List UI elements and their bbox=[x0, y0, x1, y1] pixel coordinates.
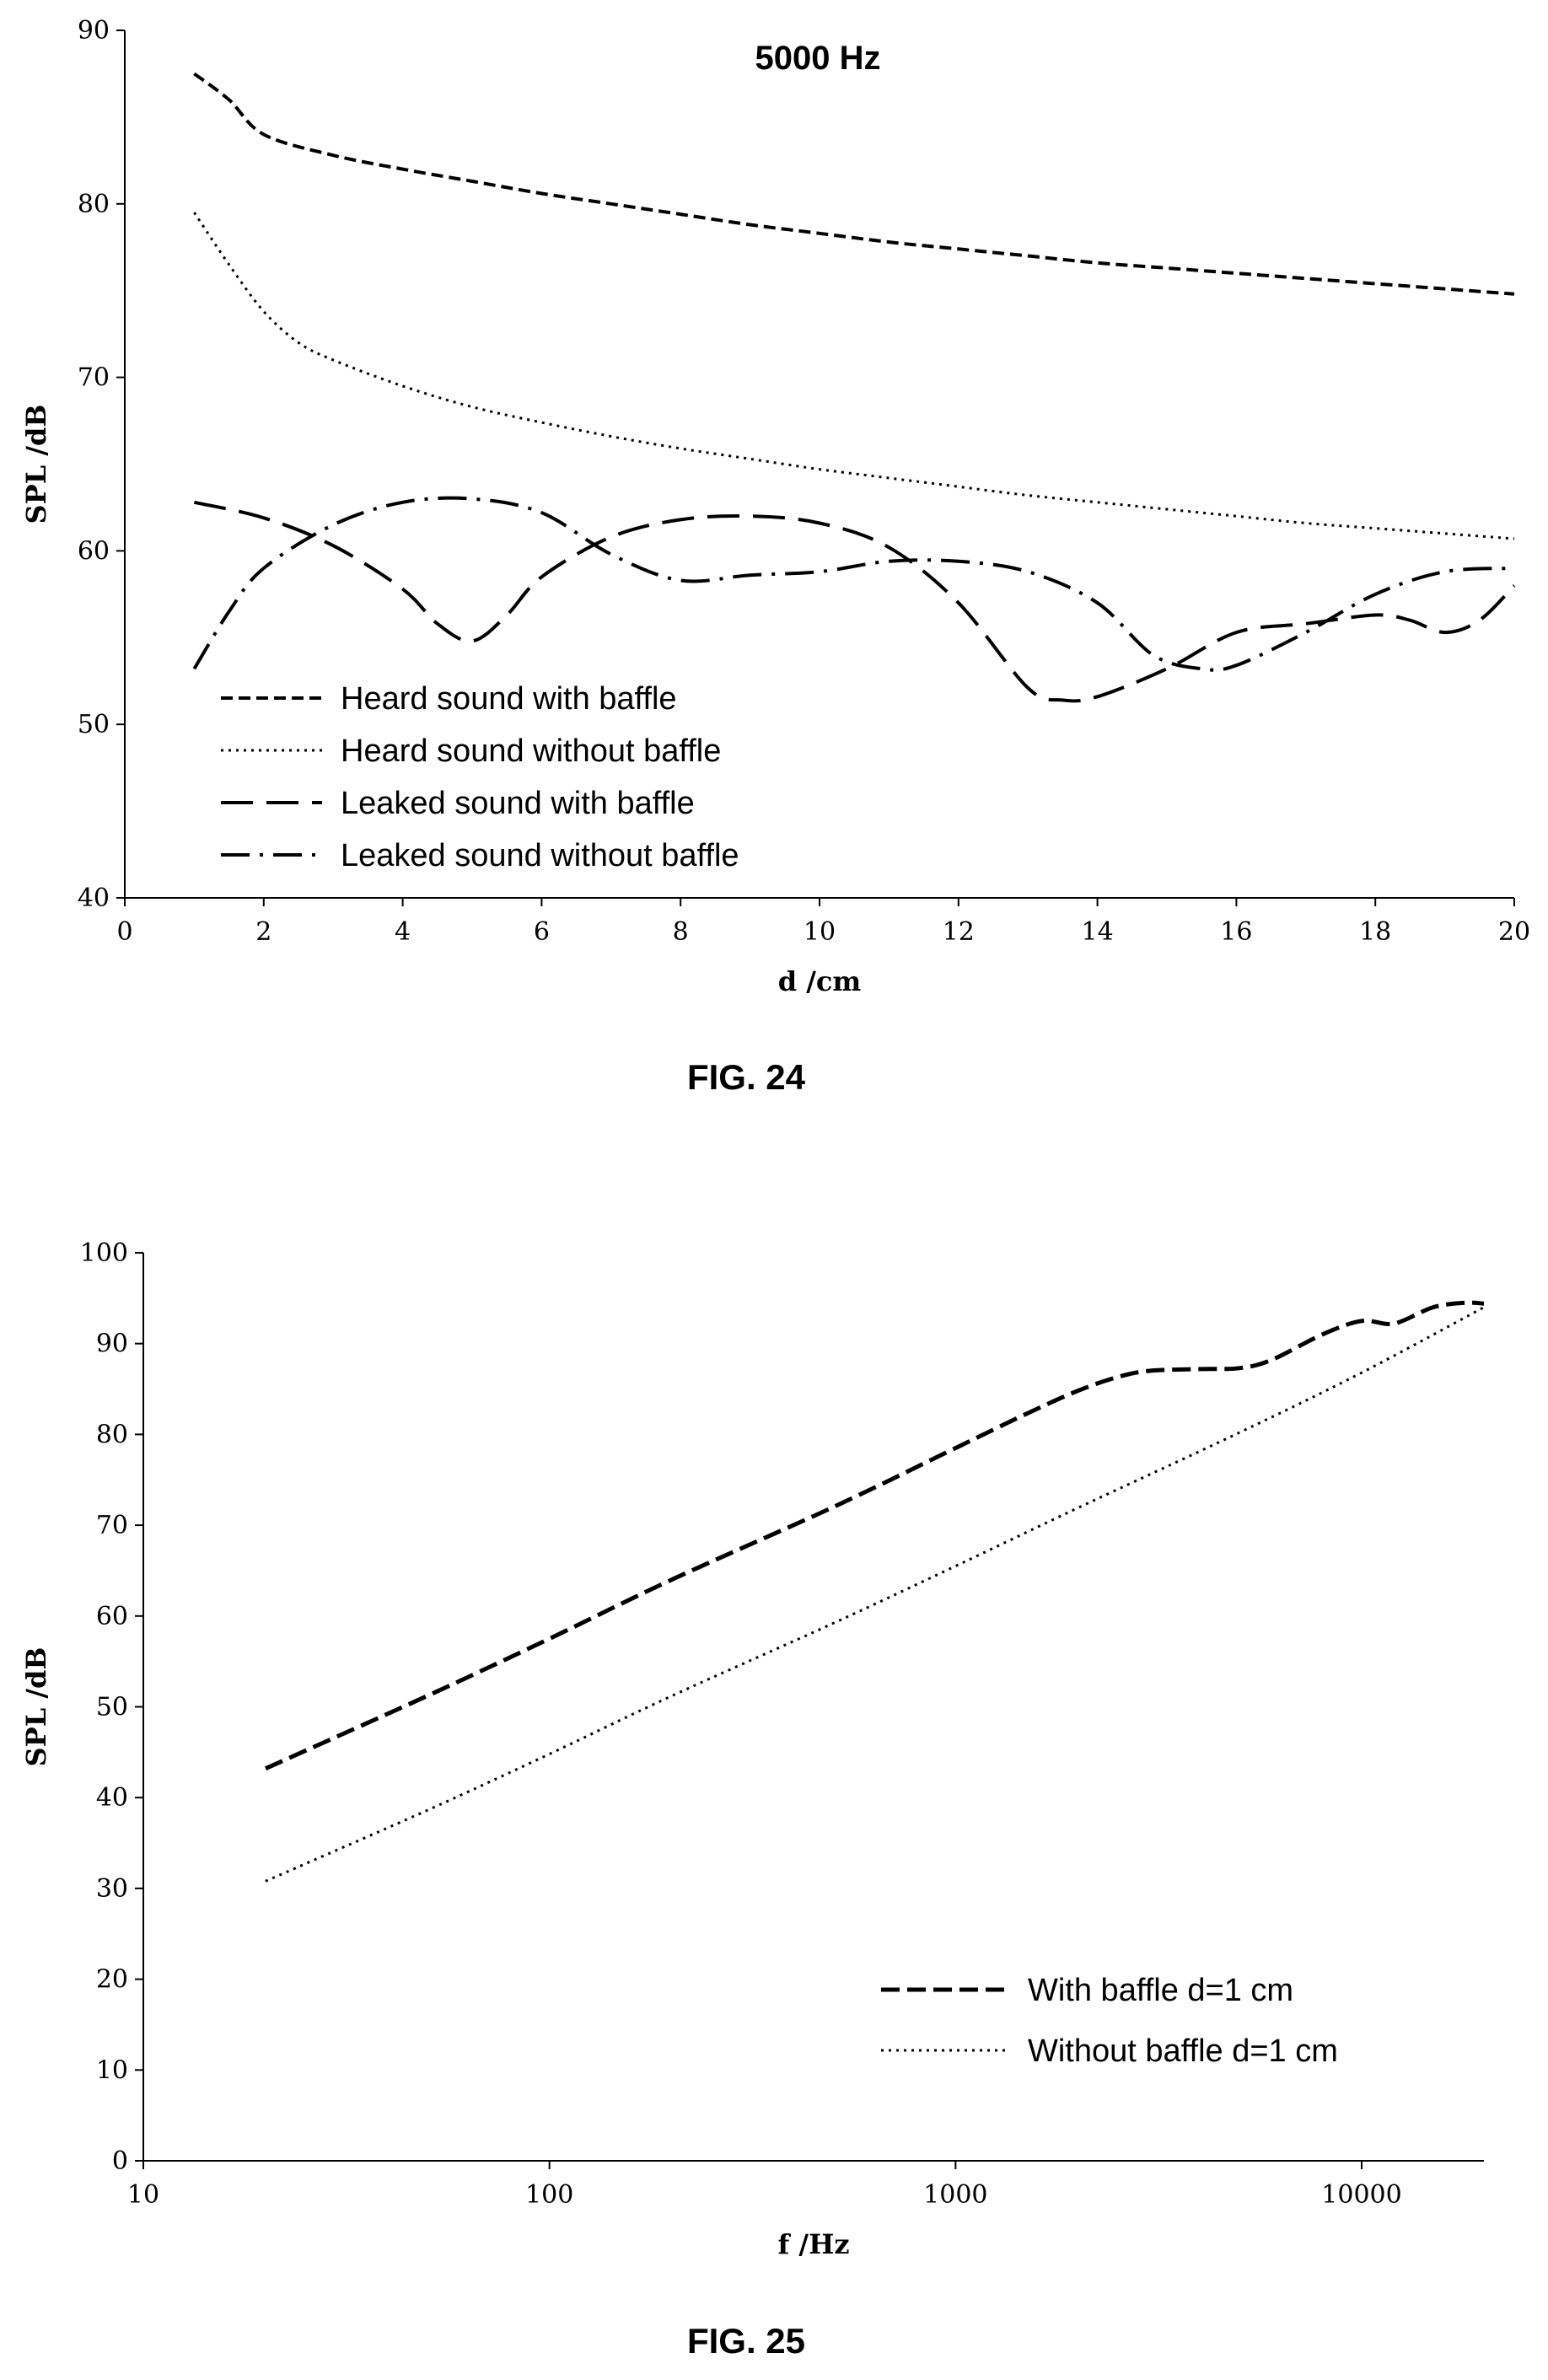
y-tick-label: 50 bbox=[96, 1693, 128, 1722]
chart-fig25: 0 10 20 30 40 50 60 70 80 90 100 10 100 1000 10000 f /H… bbox=[20, 1238, 1485, 2260]
legend-label-2: Without baffle d=1 cm bbox=[1028, 2033, 1338, 2069]
y-tick-label: 20 bbox=[96, 1965, 128, 1995]
x-tick-label: 16 bbox=[1220, 917, 1252, 947]
x-tick-label: 1000 bbox=[923, 2180, 987, 2210]
x-tick-label: 10 bbox=[804, 917, 836, 947]
y-tick-label: 80 bbox=[96, 1420, 128, 1449]
x-tick-label: 6 bbox=[534, 917, 550, 947]
fig25-caption: FIG. 25 bbox=[687, 2321, 805, 2361]
legend-label-4: Leaked sound without baffle bbox=[341, 838, 739, 873]
y-tick-label: 80 bbox=[78, 190, 110, 219]
x-tick-label: 12 bbox=[943, 917, 975, 947]
y-axis-title: SPL /dB bbox=[20, 405, 52, 524]
x-tick-label: 2 bbox=[255, 917, 271, 947]
y-tick-label: 40 bbox=[96, 1783, 128, 1813]
y-tick-label: 70 bbox=[96, 1511, 128, 1540]
legend-label-1: Heard sound with baffle bbox=[341, 681, 677, 717]
y-tick-label: 10 bbox=[96, 2055, 128, 2085]
y-axis-title: SPL /dB bbox=[20, 1647, 52, 1767]
chart-title: 5000 Hz bbox=[755, 40, 881, 77]
y-tick-label: 40 bbox=[78, 884, 110, 913]
series-line-1 bbox=[193, 72, 1515, 296]
y-tick-label: 90 bbox=[78, 16, 110, 46]
y-tick-label: 70 bbox=[78, 363, 110, 393]
legend-label-2: Heard sound without baffle bbox=[341, 733, 721, 769]
x-tick-label: 8 bbox=[673, 917, 689, 947]
y-tick-label: 90 bbox=[96, 1330, 128, 1359]
x-tick-label: 0 bbox=[116, 917, 132, 947]
series-line-4 bbox=[192, 496, 1515, 672]
y-tick-label: 60 bbox=[78, 536, 110, 566]
x-tick-label: 100 bbox=[525, 2180, 573, 2210]
series-line-1 bbox=[264, 1300, 1485, 1770]
x-tick-label: 10 bbox=[127, 2180, 159, 2210]
series-line-3 bbox=[193, 500, 1516, 703]
y-tick-label: 0 bbox=[112, 2146, 128, 2176]
x-tick-label: 10000 bbox=[1321, 2180, 1401, 2210]
legend-label-3: Leaked sound with baffle bbox=[341, 786, 695, 821]
x-axis-title: f /Hz bbox=[778, 2228, 850, 2260]
legend-label-1: With baffle d=1 cm bbox=[1028, 1973, 1293, 2008]
fig24-caption: FIG. 24 bbox=[687, 1057, 806, 1097]
y-tick-label: 30 bbox=[96, 1874, 128, 1904]
y-tick-label: 100 bbox=[80, 1238, 128, 1268]
y-tick-label: 50 bbox=[78, 710, 110, 739]
y-tick-label: 60 bbox=[96, 1602, 128, 1631]
x-axis-title: d /cm bbox=[778, 965, 862, 997]
x-tick-label: 18 bbox=[1359, 917, 1391, 947]
series-line-2 bbox=[265, 1306, 1485, 1883]
series-line-2 bbox=[193, 212, 1515, 540]
chart-fig24: 40 50 60 70 80 90 0 2 4 6 8 10 12 14 16 18 20 d /cm SPL /d… bbox=[20, 16, 1530, 997]
x-tick-label: 4 bbox=[395, 917, 411, 947]
x-tick-label: 14 bbox=[1082, 917, 1114, 947]
x-tick-label: 20 bbox=[1498, 917, 1530, 947]
